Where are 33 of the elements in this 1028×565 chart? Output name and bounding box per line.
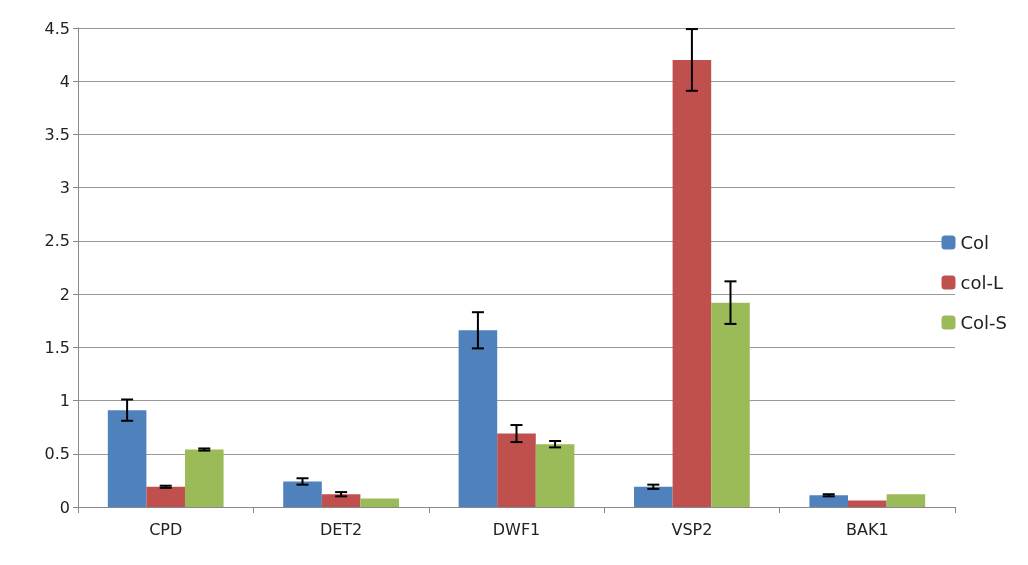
y-tick-label: 4.5 bbox=[44, 18, 70, 38]
bar bbox=[535, 444, 575, 507]
y-tick-label: 1.5 bbox=[44, 337, 70, 357]
y-tick-label: 0.5 bbox=[44, 444, 70, 464]
x-tick-label: DET2 bbox=[319, 519, 363, 539]
bar bbox=[886, 494, 926, 507]
bar bbox=[360, 498, 399, 507]
y-tick-label: 2.5 bbox=[44, 231, 70, 251]
x-tick-label: CPD bbox=[149, 519, 183, 539]
bar bbox=[458, 330, 498, 507]
bar bbox=[809, 495, 849, 507]
x-tick-label: BAK1 bbox=[846, 519, 889, 539]
bar bbox=[283, 481, 322, 507]
legend-label: col-L bbox=[960, 272, 1003, 293]
bar bbox=[321, 494, 361, 507]
y-tick-label: 3.5 bbox=[44, 124, 70, 144]
x-tick-label: DWF1 bbox=[492, 519, 541, 539]
bar bbox=[848, 500, 887, 507]
bar bbox=[634, 486, 673, 507]
legend-label: Col-S bbox=[960, 312, 1008, 333]
bar bbox=[497, 433, 536, 507]
bar bbox=[107, 410, 147, 507]
y-tick-label: 2 bbox=[59, 284, 70, 304]
x-tick-label: VSP2 bbox=[671, 519, 713, 539]
y-tick-label: 0 bbox=[59, 497, 70, 517]
bar bbox=[672, 59, 712, 507]
legend-label: Col bbox=[960, 232, 990, 253]
bar bbox=[711, 302, 750, 507]
bar bbox=[146, 486, 185, 507]
bar bbox=[184, 449, 224, 507]
y-tick-label: 3 bbox=[59, 178, 70, 198]
y-tick-label: 4 bbox=[59, 71, 70, 91]
y-tick-label: 1 bbox=[59, 391, 70, 411]
